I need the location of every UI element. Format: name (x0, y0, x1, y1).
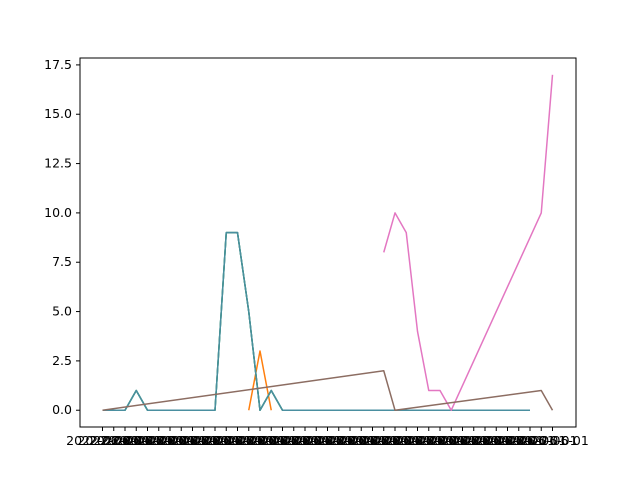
x-tick-label: 2022-06-01 (235, 433, 308, 448)
x-tick-label: 2022-06-01 (482, 433, 555, 448)
plot-lines (102, 74, 554, 411)
y-tick-label: 12.5 (44, 156, 72, 171)
x-tick-label: 2022-06-01 (302, 433, 375, 448)
y-tick-label: 10.0 (44, 205, 72, 220)
x-tick-label: 2022-06-01 (201, 433, 274, 448)
x-tick-label: 2022-06-01 (325, 433, 398, 448)
x-tick-label: 2022-06-01 (100, 433, 173, 448)
plot-frame (79, 57, 577, 428)
x-tick-label: 2022-06-01 (66, 433, 139, 448)
x-tick-label: 2022-06-01 (370, 433, 443, 448)
y-tick-label: 0.0 (52, 402, 72, 417)
x-tick-label: 2022-06-01 (122, 433, 195, 448)
x-tick-label: 2022-06-01 (494, 433, 567, 448)
x-tick-label: 2022-06-01 (134, 433, 207, 448)
x-tick-label: 2022-06-01 (505, 433, 578, 448)
y-tick-label: 2.5 (52, 353, 72, 368)
x-tick-label: 2022-06-01 (190, 433, 263, 448)
x-tick-label: 2022-06-01 (111, 433, 184, 448)
x-tick-label: 2022-06-01 (359, 433, 432, 448)
x-tick-label: 2022-06-01 (156, 433, 229, 448)
x-tick-label: 2022-06-01 (437, 433, 510, 448)
x-axis: 2022-06-012022-06-012022-06-012022-06-01… (66, 427, 589, 448)
x-tick-label: 2022-06-01 (269, 433, 342, 448)
x-tick-label: 2022-06-01 (347, 433, 420, 448)
x-tick-label: 2022-06-01 (246, 433, 319, 448)
x-tick-label: 2022-06-01 (426, 433, 499, 448)
line-series-orange (248, 350, 272, 411)
x-tick-label: 2022-06-01 (449, 433, 522, 448)
x-tick-label: 2022-06-01 (145, 433, 218, 448)
x-tick-label: 2022-06-01 (381, 433, 454, 448)
x-tick-label: 2022-06-01 (291, 433, 364, 448)
x-tick-label: 2022-06-01 (471, 433, 544, 448)
x-tick-label: 2022-06-01 (392, 433, 465, 448)
x-tick-label: 2022-06-01 (167, 433, 240, 448)
x-tick-label: 2022-06-01 (89, 433, 162, 448)
x-tick-label: 2022-06-01 (257, 433, 330, 448)
y-tick-label: 7.5 (52, 254, 72, 269)
line-series-pink (383, 74, 554, 411)
x-tick-label: 2022-06-01 (336, 433, 409, 448)
x-tick-label: 2022-06-01 (516, 433, 589, 448)
y-tick-label: 15.0 (44, 106, 72, 121)
x-tick-label: 2022-06-01 (212, 433, 285, 448)
x-tick-label: 2022-06-01 (460, 433, 533, 448)
x-tick-label: 2022-06-01 (224, 433, 297, 448)
x-tick-label: 2022-06-01 (415, 433, 488, 448)
line-series-brown (102, 370, 554, 411)
y-tick-label: 17.5 (44, 57, 72, 72)
x-tick-label: 2022-06-01 (179, 433, 252, 448)
x-tick-label: 2022-06-01 (404, 433, 477, 448)
x-tick-label: 2022-06-01 (280, 433, 353, 448)
line-series-teal (102, 231, 530, 411)
y-axis: 0.0 2.5 5.0 7.5 10.0 12.5 15.0 17.5 (44, 57, 80, 417)
x-tick-label: 2022-06-01 (314, 433, 387, 448)
y-tick-label: 5.0 (52, 304, 72, 319)
x-tick-label: 2022-06-01 (77, 433, 150, 448)
